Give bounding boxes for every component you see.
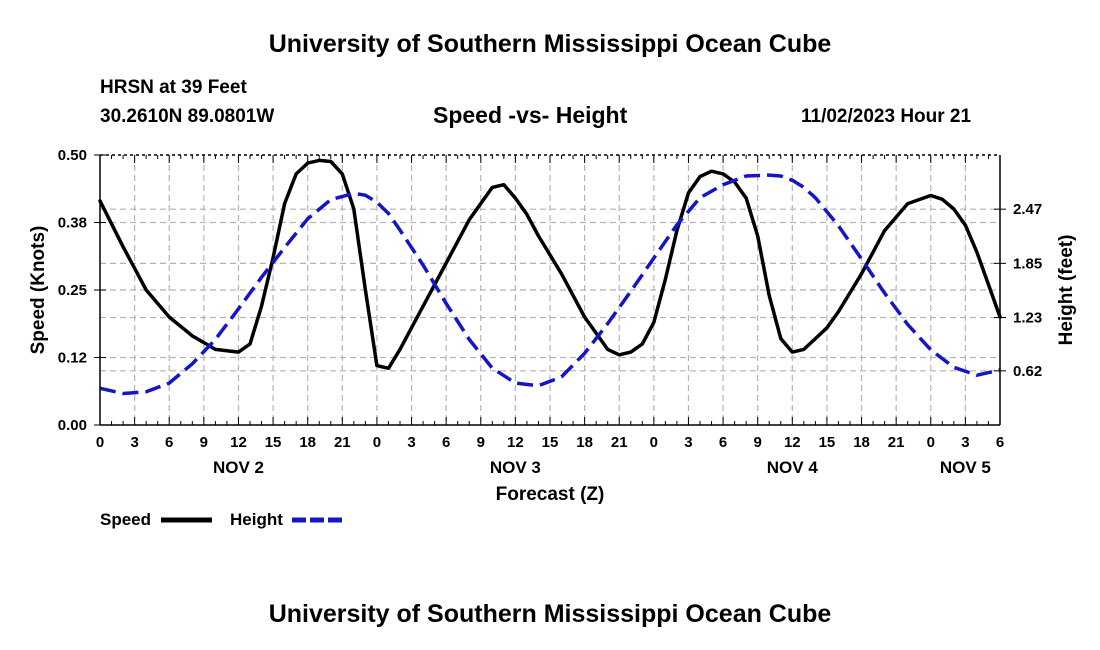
axis-labels: 0 3 6 9 12 15 18 21 0 3 6 9 12 15 18 21 0 3 6 9 12 15 18 21 0 3 6N… <box>58 147 1042 477</box>
x-tick-label: 18 <box>299 434 316 451</box>
x-tick-label: 3 <box>407 434 415 451</box>
y-right-tick-label: 1.23 <box>1013 310 1042 327</box>
y-left-tick-label: 0.38 <box>58 215 87 232</box>
y-left-tick-label: 0.12 <box>58 350 87 367</box>
x-tick-label: 6 <box>442 434 450 451</box>
y-right-tick-label: 1.85 <box>1013 255 1042 272</box>
x-tick-label: 15 <box>265 434 282 451</box>
y-left-tick-label: 0.00 <box>58 417 87 434</box>
chart-subtitle: Speed -vs- Height <box>433 102 628 128</box>
legend: Speed Height <box>100 510 343 529</box>
x-tick-label: 15 <box>819 434 836 451</box>
plot-frame <box>94 154 1006 426</box>
y-axis-left-title: Speed (Knots) <box>28 226 49 355</box>
x-tick-label: 3 <box>130 434 138 451</box>
x-tick-label: 3 <box>684 434 692 451</box>
y-axis-right-title: Height (feet) <box>1056 235 1077 346</box>
x-date-label: NOV 4 <box>767 458 819 477</box>
series-lines <box>98 158 1002 396</box>
x-tick-label: 21 <box>611 434 628 451</box>
x-axis-title: Forecast (Z) <box>496 484 605 505</box>
grid <box>100 155 1000 425</box>
x-tick-label: 12 <box>507 434 524 451</box>
legend-label-height: Height <box>230 510 283 529</box>
station-label: HRSN at 39 Feet <box>100 77 247 98</box>
x-tick-label: 21 <box>888 434 905 451</box>
x-tick-label: 18 <box>576 434 593 451</box>
x-tick-label: 3 <box>961 434 969 451</box>
x-tick-label: 18 <box>853 434 870 451</box>
x-tick-label: 12 <box>230 434 247 451</box>
y-right-tick-label: 2.47 <box>1013 201 1042 218</box>
x-date-label: NOV 5 <box>940 458 991 477</box>
y-left-tick-label: 0.50 <box>58 147 87 164</box>
x-tick-label: 21 <box>334 434 351 451</box>
footer-title: University of Southern Mississippi Ocean… <box>268 600 832 628</box>
x-tick-label: 9 <box>754 434 762 451</box>
y-right-tick-label: 0.62 <box>1013 363 1042 380</box>
x-date-label: NOV 2 <box>213 458 264 477</box>
x-tick-label: 0 <box>373 434 381 451</box>
x-tick-label: 0 <box>927 434 935 451</box>
y-left-tick-label: 0.25 <box>58 282 87 299</box>
x-tick-label: 6 <box>165 434 173 451</box>
x-tick-label: 9 <box>200 434 208 451</box>
x-date-label: NOV 3 <box>490 458 541 477</box>
page-title: University of Southern Mississippi Ocean… <box>268 30 832 58</box>
datetime-label: 11/02/2023 Hour 21 <box>801 106 972 127</box>
x-tick-label: 6 <box>719 434 727 451</box>
coordinates-label: 30.2610N 89.0801W <box>100 106 275 127</box>
series-line-height <box>99 173 1001 396</box>
legend-label-speed: Speed <box>100 510 151 529</box>
x-tick-label: 0 <box>96 434 104 451</box>
x-tick-label: 6 <box>996 434 1004 451</box>
x-tick-label: 12 <box>784 434 801 451</box>
x-tick-label: 9 <box>477 434 485 451</box>
x-tick-label: 15 <box>542 434 559 451</box>
series-line-speed <box>98 158 1002 371</box>
x-tick-label: 0 <box>650 434 658 451</box>
